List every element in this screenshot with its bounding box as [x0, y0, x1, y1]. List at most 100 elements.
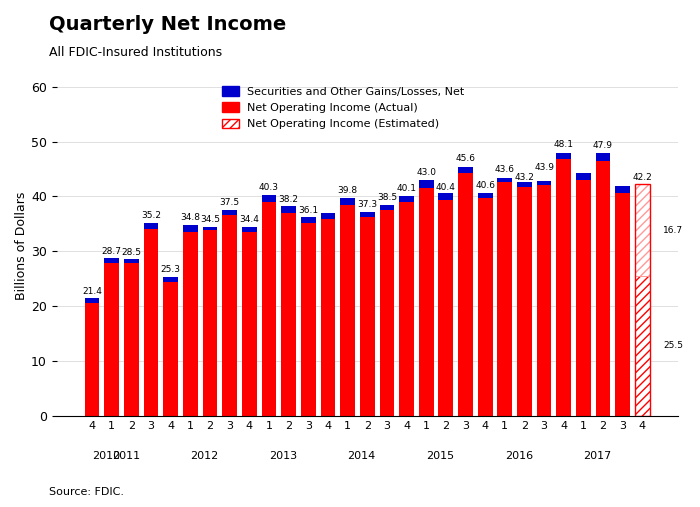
Bar [321, 213, 335, 219]
Bar [104, 263, 119, 416]
Bar [438, 193, 453, 200]
Bar [635, 276, 650, 416]
Bar [360, 218, 374, 416]
Text: 25.5: 25.5 [663, 341, 683, 350]
Text: 47.9: 47.9 [593, 141, 613, 151]
Text: 37.5: 37.5 [220, 198, 239, 207]
Text: 38.5: 38.5 [377, 193, 397, 202]
Bar [223, 214, 237, 416]
Bar [517, 187, 532, 416]
Text: 34.5: 34.5 [200, 215, 220, 224]
Bar [262, 195, 276, 202]
Bar [281, 206, 296, 213]
Text: Quarterly Net Income: Quarterly Net Income [49, 15, 286, 34]
Bar [615, 193, 630, 416]
Bar [635, 185, 650, 276]
Text: 40.1: 40.1 [396, 184, 416, 193]
Text: 2012: 2012 [190, 451, 218, 461]
Text: Source: FDIC.: Source: FDIC. [49, 487, 124, 497]
Text: 2011: 2011 [112, 451, 140, 461]
Text: 2010: 2010 [92, 451, 120, 461]
Bar [419, 180, 433, 188]
Bar [242, 227, 257, 232]
Bar [203, 227, 218, 230]
Text: 40.4: 40.4 [436, 183, 456, 192]
Bar [144, 223, 158, 229]
Bar [124, 263, 139, 416]
Bar [183, 225, 197, 232]
Bar [379, 205, 394, 210]
Text: 43.9: 43.9 [534, 163, 554, 172]
Bar [301, 223, 316, 416]
Bar [144, 229, 158, 416]
Text: 35.2: 35.2 [141, 211, 161, 220]
Bar [163, 282, 178, 416]
Text: 43.2: 43.2 [514, 173, 534, 182]
Bar [281, 213, 296, 416]
Text: 37.3: 37.3 [357, 199, 377, 208]
Bar [301, 216, 316, 223]
Text: 45.6: 45.6 [456, 154, 475, 163]
Text: 34.8: 34.8 [181, 213, 200, 222]
Bar [576, 173, 591, 180]
Bar [262, 202, 276, 416]
Bar [478, 198, 493, 416]
Bar [203, 230, 218, 416]
Bar [498, 182, 512, 416]
Text: 25.3: 25.3 [161, 265, 181, 274]
Text: 2017: 2017 [583, 451, 612, 461]
Text: 21.4: 21.4 [82, 286, 102, 296]
Text: 43.0: 43.0 [416, 168, 436, 177]
Text: 2015: 2015 [426, 451, 454, 461]
Bar [321, 219, 335, 416]
Bar [379, 210, 394, 416]
Y-axis label: Billions of Dollars: Billions of Dollars [15, 192, 28, 300]
Bar [458, 173, 473, 416]
Bar [360, 212, 374, 218]
Bar [419, 188, 433, 416]
Bar [85, 303, 99, 416]
Bar [399, 202, 414, 416]
Bar [478, 193, 493, 198]
Bar [399, 196, 414, 202]
Text: 36.1: 36.1 [298, 206, 318, 215]
Bar [223, 210, 237, 214]
Bar [517, 182, 532, 187]
Bar [596, 153, 610, 161]
Text: All FDIC-Insured Institutions: All FDIC-Insured Institutions [49, 46, 222, 59]
Text: 39.8: 39.8 [337, 186, 358, 195]
Text: 28.7: 28.7 [102, 246, 122, 256]
Text: 48.1: 48.1 [554, 140, 574, 149]
Text: 40.6: 40.6 [475, 182, 495, 191]
Text: 43.6: 43.6 [495, 165, 514, 174]
Bar [163, 277, 178, 282]
Bar [340, 205, 355, 416]
Bar [635, 185, 650, 416]
Bar [340, 198, 355, 205]
Bar [104, 259, 119, 263]
Bar [615, 186, 630, 193]
Text: 34.4: 34.4 [239, 215, 259, 225]
Legend: Securities and Other Gains/Losses, Net, Net Operating Income (Actual), Net Opera: Securities and Other Gains/Losses, Net, … [218, 82, 469, 134]
Text: 28.5: 28.5 [121, 248, 141, 257]
Bar [438, 200, 453, 416]
Bar [537, 186, 552, 416]
Bar [124, 260, 139, 263]
Text: 16.7: 16.7 [663, 226, 683, 235]
Bar [576, 180, 591, 416]
Bar [85, 299, 99, 303]
Bar [498, 178, 512, 182]
Text: 38.2: 38.2 [279, 195, 299, 204]
Bar [458, 167, 473, 173]
Text: 2016: 2016 [505, 451, 533, 461]
Text: 40.3: 40.3 [259, 183, 279, 192]
Text: 2014: 2014 [348, 451, 376, 461]
Bar [556, 159, 571, 416]
Text: 42.2: 42.2 [633, 173, 652, 182]
Bar [242, 232, 257, 416]
Bar [537, 180, 552, 186]
Bar [183, 232, 197, 416]
Bar [596, 161, 610, 416]
Text: 2013: 2013 [269, 451, 297, 461]
Bar [556, 153, 571, 159]
